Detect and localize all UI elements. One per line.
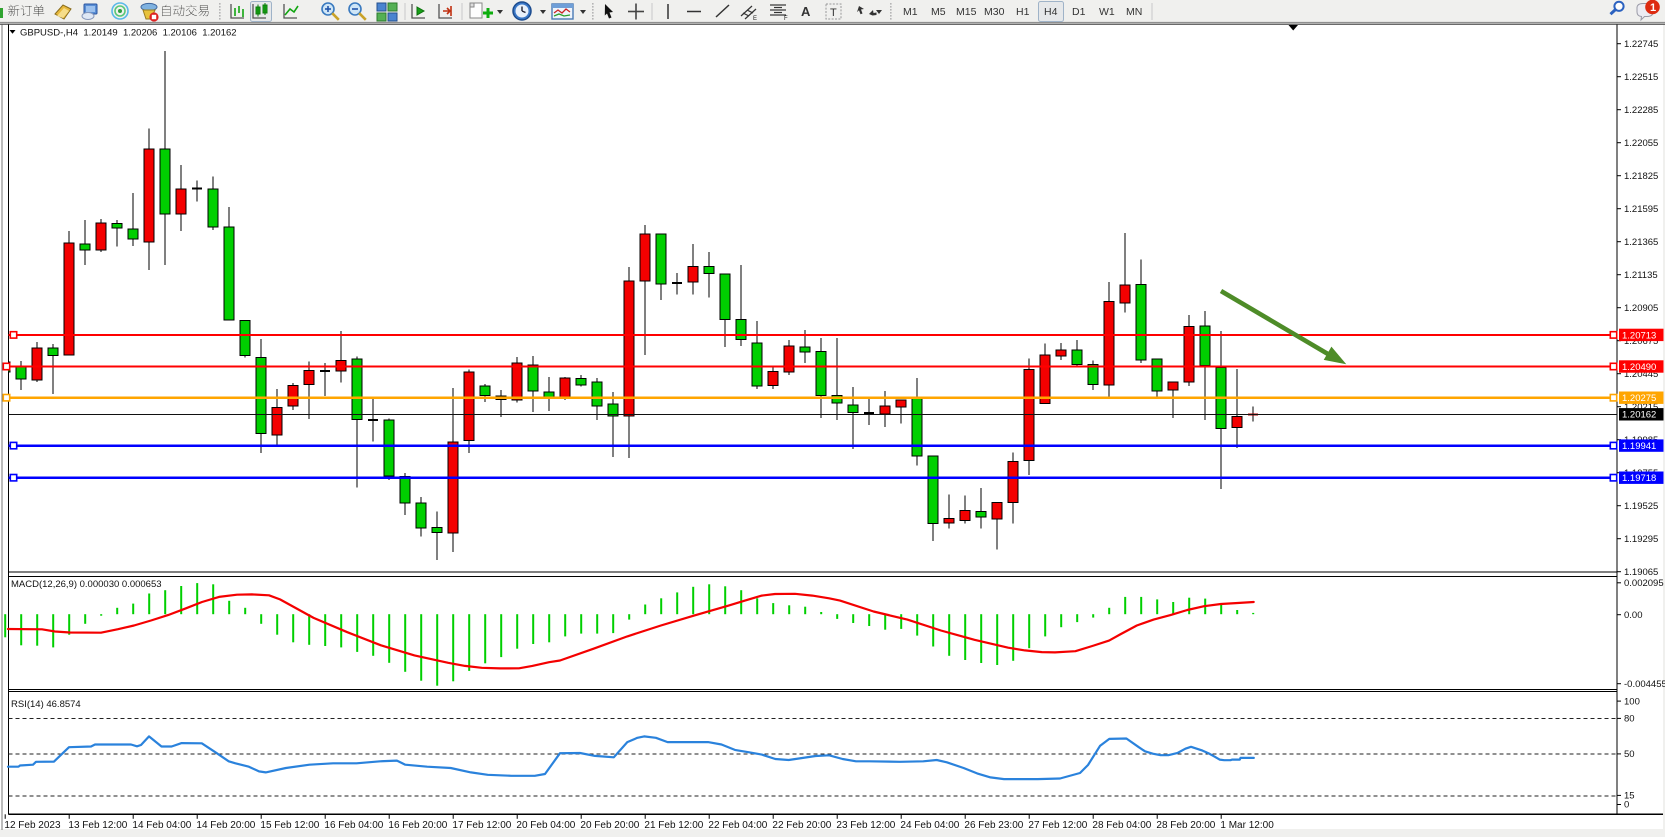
- svg-text:1.22055: 1.22055: [1624, 138, 1658, 149]
- svg-text:1.19065: 1.19065: [1624, 567, 1658, 578]
- svg-text:1.22515: 1.22515: [1624, 72, 1658, 83]
- svg-text:24 Feb 04:00: 24 Feb 04:00: [900, 820, 959, 831]
- svg-text:1.20275: 1.20275: [1622, 393, 1656, 404]
- svg-text:28 Feb 04:00: 28 Feb 04:00: [1092, 820, 1151, 831]
- svg-text:14 Feb 04:00: 14 Feb 04:00: [132, 820, 191, 831]
- svg-text:M1: M1: [903, 6, 918, 18]
- svg-text:16 Feb 20:00: 16 Feb 20:00: [388, 820, 447, 831]
- svg-text:1: 1: [1650, 2, 1656, 14]
- svg-text:T: T: [830, 7, 837, 19]
- svg-text:1.21135: 1.21135: [1624, 270, 1658, 281]
- svg-text:GBPUSD-,H4 1.20149 1.20206: GBPUSD-,H4 1.20149 1.20206 1.20106 1.201…: [20, 28, 237, 39]
- svg-text:23 Feb 12:00: 23 Feb 12:00: [836, 820, 895, 831]
- svg-text:MACD(12,26,9) 0.000030 0.00065: MACD(12,26,9) 0.000030 0.000653: [11, 579, 162, 590]
- svg-text:1.21595: 1.21595: [1624, 204, 1658, 215]
- svg-text:1.20445: 1.20445: [1624, 369, 1658, 380]
- svg-text:28 Feb 20:00: 28 Feb 20:00: [1156, 820, 1215, 831]
- svg-text:15: 15: [1624, 791, 1635, 802]
- svg-text:20 Feb 20:00: 20 Feb 20:00: [580, 820, 639, 831]
- svg-text:1.22285: 1.22285: [1624, 105, 1658, 116]
- svg-text:12 Feb 2023: 12 Feb 2023: [4, 820, 61, 831]
- svg-text:17 Feb 12:00: 17 Feb 12:00: [452, 820, 511, 831]
- svg-text:13 Feb 12:00: 13 Feb 12:00: [68, 820, 127, 831]
- svg-text:H4: H4: [1044, 6, 1058, 18]
- svg-text:-0.004455: -0.004455: [1624, 679, 1665, 690]
- svg-text:M15: M15: [956, 6, 977, 18]
- svg-text:26 Feb 23:00: 26 Feb 23:00: [964, 820, 1023, 831]
- svg-text:80: 80: [1624, 714, 1635, 725]
- svg-text:H1: H1: [1016, 6, 1030, 18]
- svg-text:1.20713: 1.20713: [1622, 330, 1656, 341]
- svg-text:16 Feb 04:00: 16 Feb 04:00: [324, 820, 383, 831]
- svg-text:1.19525: 1.19525: [1624, 501, 1658, 512]
- svg-text:0.00: 0.00: [1624, 610, 1643, 621]
- svg-text:14 Feb 20:00: 14 Feb 20:00: [196, 820, 255, 831]
- svg-text:22 Feb 20:00: 22 Feb 20:00: [772, 820, 831, 831]
- svg-text:20 Feb 04:00: 20 Feb 04:00: [516, 820, 575, 831]
- svg-text:1.20490: 1.20490: [1622, 362, 1656, 373]
- svg-text:F: F: [784, 16, 788, 22]
- svg-text:M30: M30: [984, 6, 1005, 18]
- svg-text:1.19941: 1.19941: [1622, 441, 1656, 452]
- svg-text:M5: M5: [931, 6, 946, 18]
- svg-text:1.21825: 1.21825: [1624, 171, 1658, 182]
- svg-text:27 Feb 12:00: 27 Feb 12:00: [1028, 820, 1087, 831]
- svg-text:A: A: [801, 4, 811, 19]
- svg-text:RSI(14) 46.8574: RSI(14) 46.8574: [11, 699, 81, 710]
- svg-text:1.22745: 1.22745: [1624, 39, 1658, 50]
- svg-text:0: 0: [1624, 800, 1629, 811]
- svg-text:15 Feb 12:00: 15 Feb 12:00: [260, 820, 319, 831]
- svg-text:W1: W1: [1099, 6, 1115, 18]
- svg-text:1.19295: 1.19295: [1624, 534, 1658, 545]
- svg-text:22 Feb 04:00: 22 Feb 04:00: [708, 820, 767, 831]
- svg-text:1.20215: 1.20215: [1624, 402, 1658, 413]
- svg-text:D1: D1: [1072, 6, 1086, 18]
- svg-text:21 Feb 12:00: 21 Feb 12:00: [644, 820, 703, 831]
- svg-text:1.21365: 1.21365: [1624, 237, 1658, 248]
- svg-text:E: E: [753, 16, 757, 22]
- svg-text:50: 50: [1624, 749, 1635, 760]
- svg-text:1 Mar 12:00: 1 Mar 12:00: [1220, 820, 1274, 831]
- svg-text:1.20162: 1.20162: [1622, 410, 1656, 421]
- svg-text:1.20905: 1.20905: [1624, 303, 1658, 314]
- svg-text:1.19718: 1.19718: [1622, 473, 1656, 484]
- svg-text:100: 100: [1624, 696, 1640, 707]
- svg-text:1.20675: 1.20675: [1624, 336, 1658, 347]
- svg-text:MN: MN: [1126, 6, 1142, 18]
- svg-text:0.002095: 0.002095: [1624, 578, 1664, 589]
